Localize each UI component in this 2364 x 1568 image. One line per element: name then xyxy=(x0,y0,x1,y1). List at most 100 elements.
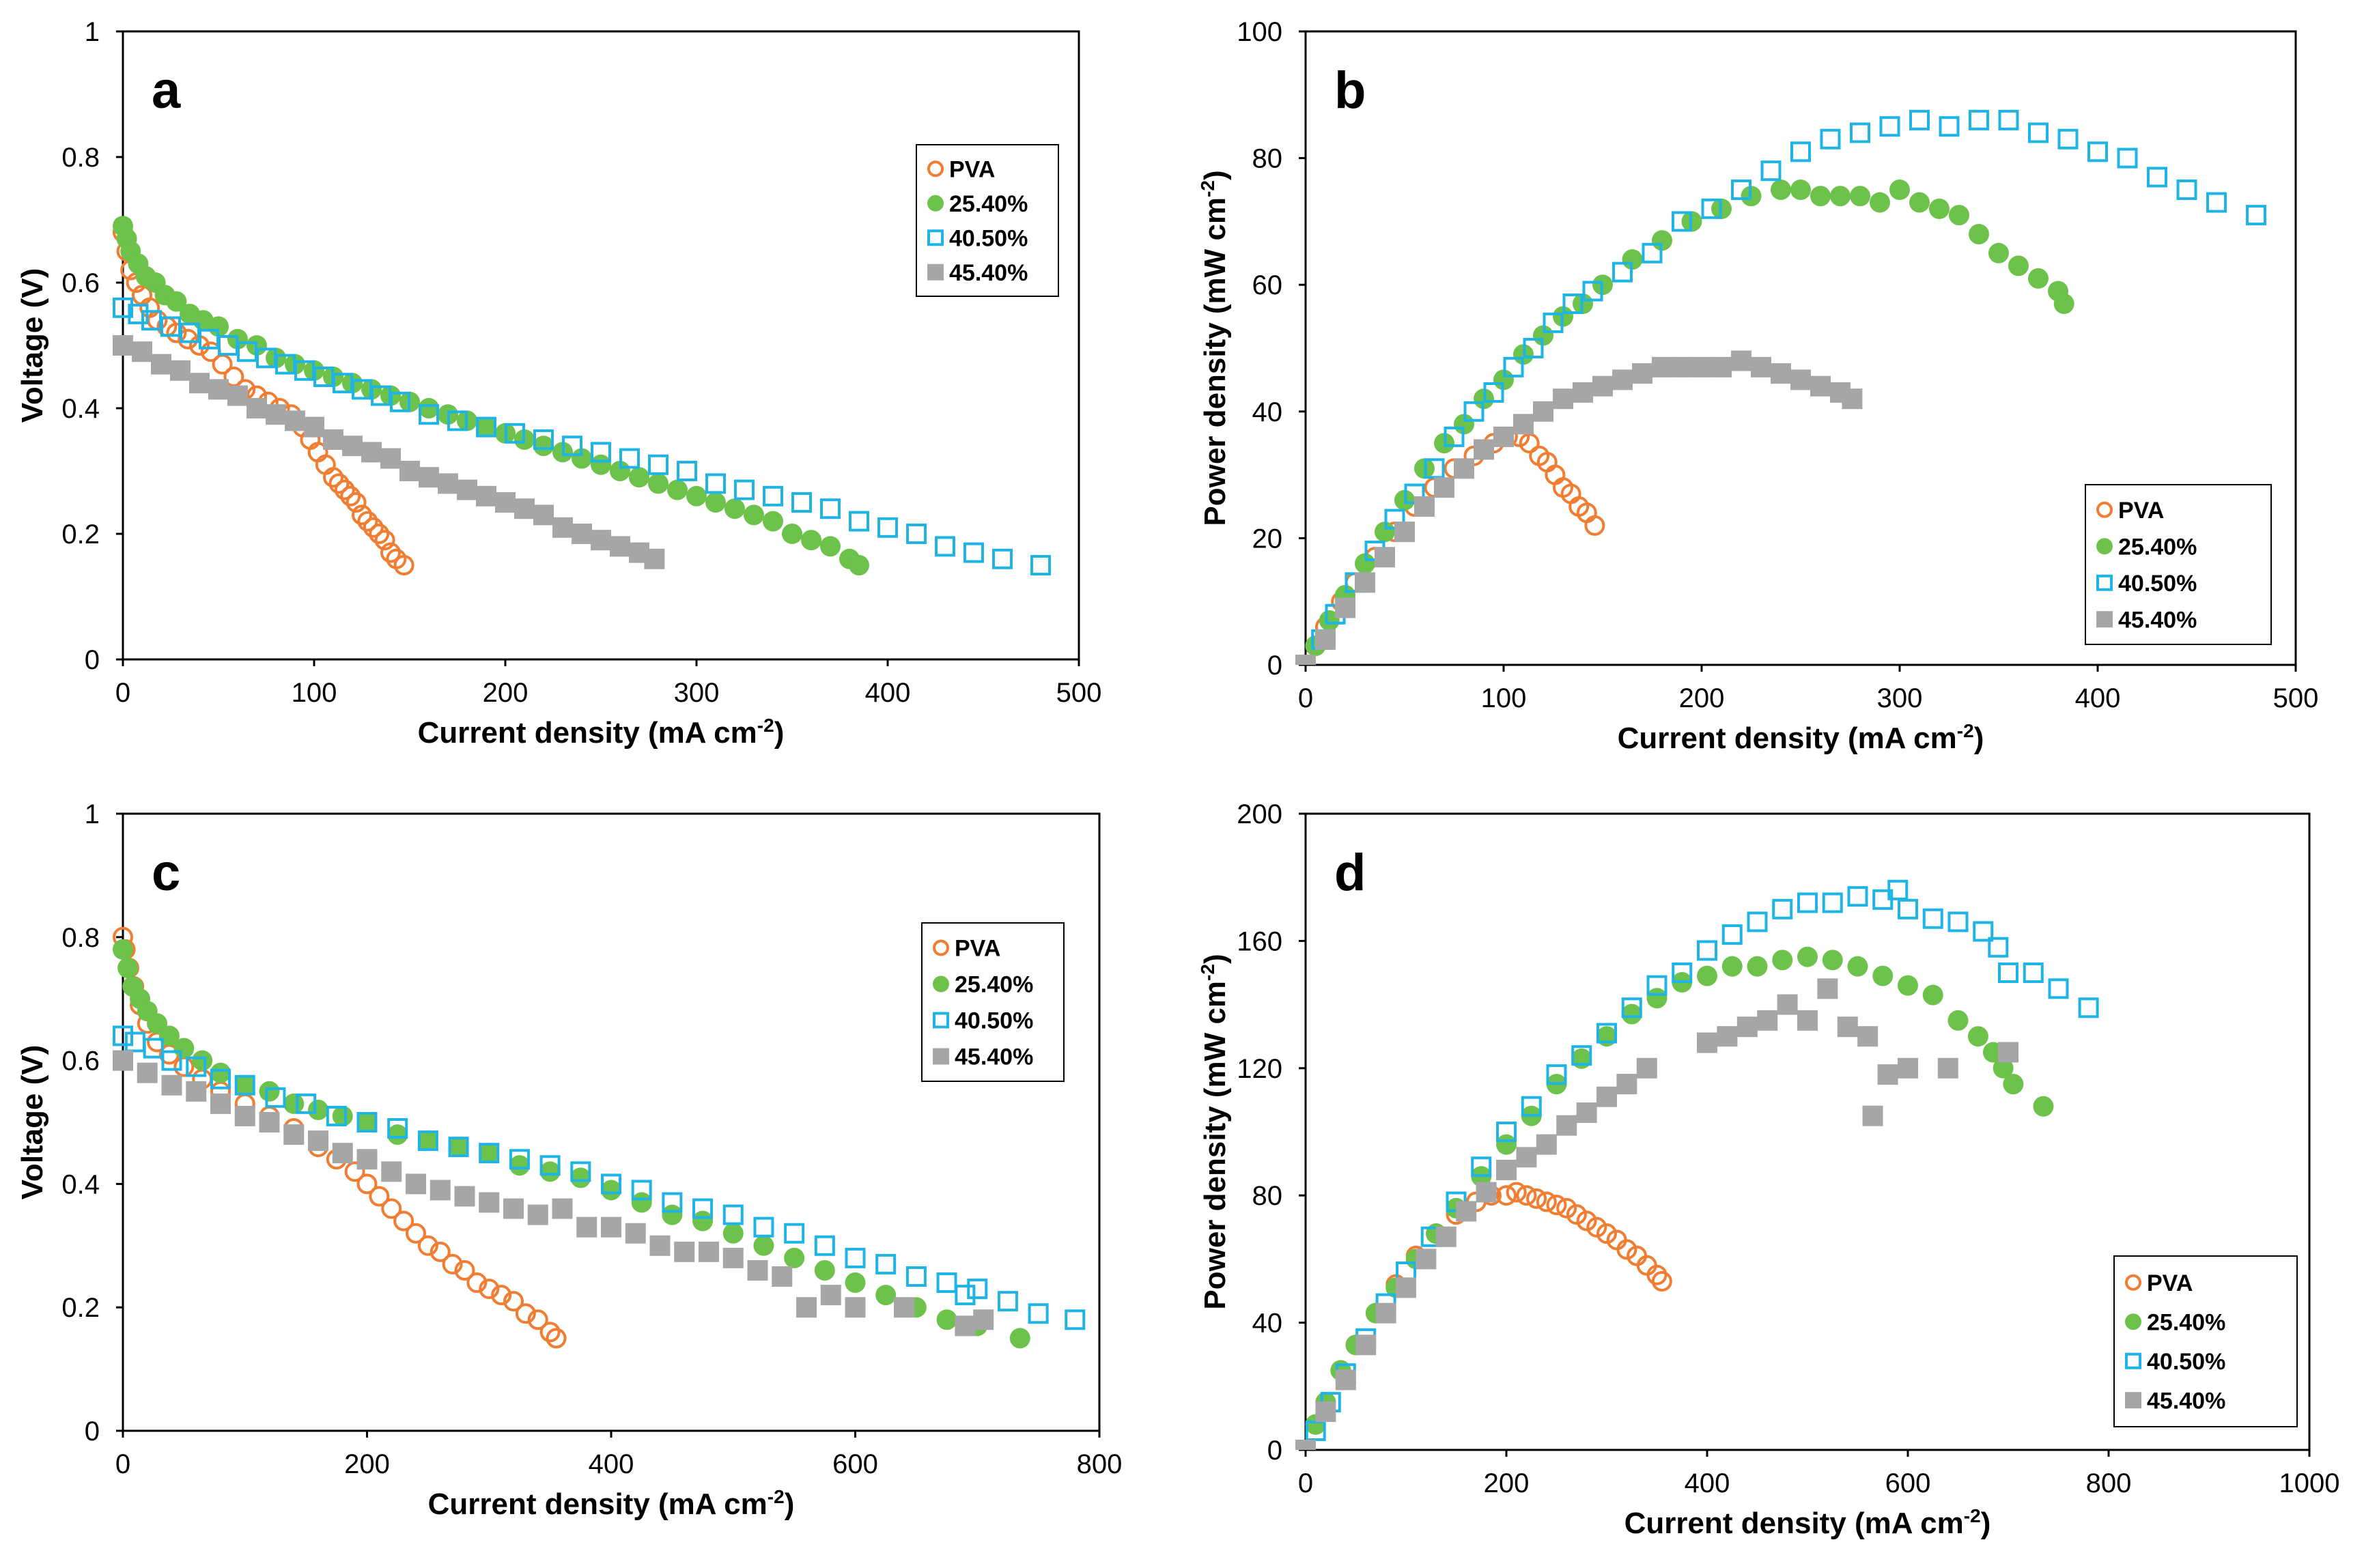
data-point-c-40-50pct xyxy=(113,1025,133,1046)
data-point-a-25-40pct xyxy=(744,504,764,526)
data-point-a-40-50pct xyxy=(447,410,468,431)
data-point-b-40-50pct xyxy=(1562,294,1584,315)
data-point-d-40-50pct xyxy=(1847,886,1868,907)
data-point-c-45-40pct xyxy=(234,1105,255,1126)
data-point-d-25-40pct xyxy=(2033,1096,2054,1117)
data-point-c-25-40pct xyxy=(173,1038,195,1059)
data-point-a-25-40pct xyxy=(705,492,726,513)
data-point-a-45-40pct xyxy=(514,498,535,519)
data-point-a-45-40pct xyxy=(227,385,248,406)
data-point-d-25-40pct xyxy=(1621,1003,1642,1025)
data-point-c-40-50pct xyxy=(479,1143,500,1164)
data-point-b-45-40pct xyxy=(1335,597,1355,618)
data-point-c-40-50pct xyxy=(955,1285,976,1306)
data-point-b-45-40pct xyxy=(1434,477,1454,498)
legend-marker-a xyxy=(927,229,944,246)
data-point-a-45-40pct xyxy=(399,461,420,481)
data-points-d xyxy=(1295,879,2099,1450)
data-point-b-40-50pct xyxy=(1642,242,1663,263)
data-point-d-40-50pct xyxy=(1521,1096,1542,1117)
data-point-c-25-40pct xyxy=(845,1272,866,1294)
data-point-a-40-50pct xyxy=(128,304,149,324)
data-point-c-PVA xyxy=(344,1161,365,1182)
data-point-d-40-50pct xyxy=(2078,997,2099,1018)
data-point-b-40-50pct xyxy=(2176,180,2197,200)
y-axis-title-d: Power density (mW cm-2) xyxy=(1197,954,1232,1309)
legend-label-a: 25.40% xyxy=(949,191,1028,217)
data-point-a-45-40pct xyxy=(323,429,343,450)
data-point-c-25-40pct xyxy=(692,1210,714,1231)
data-point-c-45-40pct xyxy=(955,1315,976,1337)
data-point-c-45-40pct xyxy=(137,1062,158,1083)
data-point-a-PVA xyxy=(323,467,343,488)
data-point-b-25-40pct xyxy=(2028,268,2049,289)
data-point-c-40-50pct xyxy=(1028,1303,1049,1324)
data-point-d-45-40pct xyxy=(1295,1440,1316,1450)
data-point-c-PVA xyxy=(491,1285,512,1306)
data-point-c-PVA xyxy=(356,1173,378,1195)
data-point-a-45-40pct xyxy=(610,536,630,557)
data-point-d-45-40pct xyxy=(1636,1057,1657,1079)
y-tick-label-b: 100 xyxy=(1237,17,1282,47)
data-point-a-45-40pct xyxy=(438,473,458,494)
data-point-c-25-40pct xyxy=(158,1025,180,1046)
data-point-a-25-40pct xyxy=(667,479,688,500)
data-point-c-40-50pct xyxy=(905,1266,927,1287)
data-point-d-40-50pct xyxy=(1822,892,1843,913)
data-point-d-25-40pct xyxy=(1872,965,1894,986)
data-point-a-45-40pct xyxy=(208,379,229,400)
data-point-d-45-40pct xyxy=(1817,978,1838,999)
legend-label-c: 45.40% xyxy=(955,1044,1033,1070)
data-point-b-40-50pct xyxy=(1820,128,1841,149)
y-tick-label-b: 40 xyxy=(1252,397,1283,427)
panel-label-a: a xyxy=(152,61,181,119)
data-point-c-25-40pct xyxy=(387,1124,408,1145)
data-point-d-45-40pct xyxy=(1736,1016,1758,1038)
data-point-c-PVA xyxy=(369,1186,390,1207)
data-point-a-25-40pct xyxy=(763,511,783,532)
data-point-a-40-50pct xyxy=(705,473,726,494)
data-point-b-25-40pct xyxy=(1870,192,1890,213)
data-point-c-40-50pct xyxy=(210,1068,231,1089)
x-tick-label-a: 500 xyxy=(1056,678,1102,708)
data-point-b-40-50pct xyxy=(1543,312,1564,333)
data-point-d-40-50pct xyxy=(1646,975,1668,996)
legend-marker-c xyxy=(933,975,949,993)
data-point-b-45-40pct xyxy=(1790,369,1811,390)
data-point-a-40-50pct xyxy=(992,548,1013,569)
data-point-c-45-40pct xyxy=(527,1204,548,1225)
plot-area-d xyxy=(1304,812,2311,1451)
data-point-c-25-40pct xyxy=(259,1081,280,1102)
data-point-d-45-40pct xyxy=(1697,1032,1717,1053)
data-point-a-45-40pct xyxy=(476,485,496,507)
data-point-a-PVA xyxy=(380,542,401,563)
data-point-c-25-40pct xyxy=(210,1062,231,1083)
data-point-d-PVA xyxy=(1646,1264,1668,1285)
data-point-a-40-50pct xyxy=(877,517,898,538)
y-tick-label-d: 120 xyxy=(1237,1054,1282,1084)
data-point-b-45-40pct xyxy=(1751,356,1771,377)
data-points-a xyxy=(113,216,1051,575)
data-point-c-45-40pct xyxy=(430,1180,451,1201)
data-point-b-45-40pct xyxy=(1394,522,1415,543)
legend-label-b: 40.50% xyxy=(2118,571,2197,597)
data-point-d-25-40pct xyxy=(1967,1026,1988,1047)
chart-panel-b: 0 20 40 60 80 100 0 100 200 300 400 500 Current dens… xyxy=(1197,17,2318,755)
data-point-d-40-50pct xyxy=(1697,940,1717,961)
data-point-b-45-40pct xyxy=(1592,375,1613,397)
data-point-c-45-40pct xyxy=(699,1241,719,1262)
plot-area-b xyxy=(1304,30,2297,666)
data-point-b-40-50pct xyxy=(2028,122,2049,143)
legend-c: PVA 25.40% 40.50% 45.40% xyxy=(921,922,1065,1082)
data-point-d-45-40pct xyxy=(1396,1277,1416,1298)
data-point-c-PVA xyxy=(442,1253,463,1274)
data-point-c-45-40pct xyxy=(308,1130,328,1152)
data-point-b-40-50pct xyxy=(1672,211,1692,232)
data-point-d-40-50pct xyxy=(1546,1064,1567,1085)
data-point-d-45-40pct xyxy=(1516,1147,1537,1168)
data-point-b-25-40pct xyxy=(1790,180,1811,200)
y-tick-label-c: 0.4 xyxy=(61,1169,100,1199)
x-tick-label-c: 400 xyxy=(589,1449,634,1479)
data-point-a-25-40pct xyxy=(629,467,649,488)
y-tick-label-b: 80 xyxy=(1252,144,1283,174)
